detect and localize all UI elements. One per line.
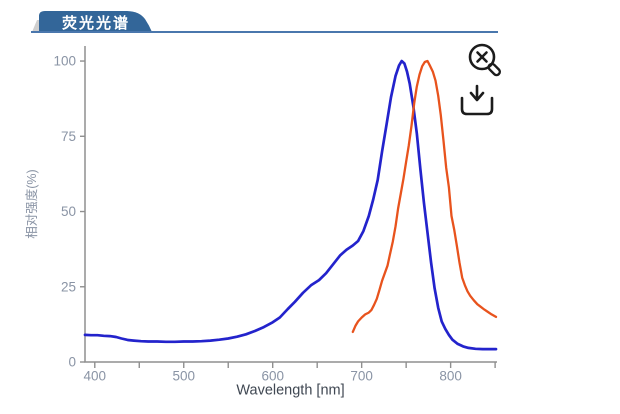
zoom-out-icon — [468, 43, 502, 77]
x-tick-label: 700 — [350, 369, 373, 384]
x-tick-label: 600 — [261, 369, 284, 384]
header-underline — [31, 31, 498, 33]
y-tick-label: 100 — [53, 54, 76, 69]
header-tab-shape — [32, 11, 152, 32]
download-icon — [460, 84, 494, 116]
y-axis-title: 相对强度(%) — [24, 169, 39, 238]
emission-curve — [351, 59, 498, 334]
download-button[interactable] — [456, 84, 500, 124]
y-tick-label: 0 — [68, 355, 76, 370]
zoom-reset-button[interactable] — [452, 38, 504, 90]
tab-title: 荧光光谱 — [61, 15, 130, 32]
y-tick-label: 75 — [61, 129, 76, 144]
y-tick-label: 25 — [61, 279, 76, 294]
x-tick-label: 500 — [172, 369, 195, 384]
x-tick-label: 800 — [439, 369, 462, 384]
excitation-curve — [83, 59, 498, 351]
tab-background — [39, 11, 152, 32]
x-axis-title: Wavelength [nm] — [236, 383, 344, 399]
y-tick-label: 50 — [61, 204, 76, 219]
x-tick-label: 400 — [84, 369, 107, 384]
